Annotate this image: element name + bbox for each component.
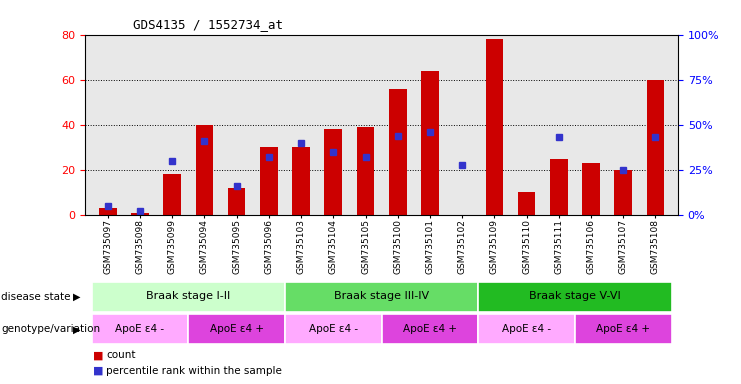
Text: ▶: ▶: [73, 324, 80, 334]
Bar: [356, 127, 374, 215]
Bar: [382, 314, 478, 344]
Text: GDS4135 / 1552734_at: GDS4135 / 1552734_at: [133, 18, 282, 31]
Bar: [260, 147, 278, 215]
Text: ▶: ▶: [73, 291, 80, 302]
Text: disease state: disease state: [1, 291, 71, 302]
Bar: [518, 192, 536, 215]
Text: Braak stage I-II: Braak stage I-II: [146, 291, 230, 301]
Bar: [575, 314, 671, 344]
Bar: [163, 174, 181, 215]
Bar: [478, 314, 575, 344]
Bar: [647, 80, 665, 215]
Bar: [421, 71, 439, 215]
Text: percentile rank within the sample: percentile rank within the sample: [106, 366, 282, 376]
Text: ApoE ε4 +: ApoE ε4 +: [597, 324, 651, 334]
Text: ■: ■: [93, 366, 103, 376]
Bar: [582, 163, 600, 215]
Text: count: count: [106, 350, 136, 360]
Bar: [99, 208, 116, 215]
Text: Braak stage V-VI: Braak stage V-VI: [529, 291, 621, 301]
Text: ApoE ε4 -: ApoE ε4 -: [309, 324, 358, 334]
Text: ApoE ε4 -: ApoE ε4 -: [502, 324, 551, 334]
Bar: [188, 314, 285, 344]
Bar: [285, 314, 382, 344]
Text: ApoE ε4 -: ApoE ε4 -: [116, 324, 165, 334]
Bar: [92, 314, 188, 344]
Bar: [478, 281, 671, 312]
Text: genotype/variation: genotype/variation: [1, 324, 101, 334]
Text: ApoE ε4 +: ApoE ε4 +: [403, 324, 457, 334]
Text: ApoE ε4 +: ApoE ε4 +: [210, 324, 264, 334]
Bar: [389, 89, 407, 215]
Bar: [227, 188, 245, 215]
Bar: [92, 281, 285, 312]
Text: Braak stage III-IV: Braak stage III-IV: [334, 291, 429, 301]
Bar: [292, 147, 310, 215]
Text: ■: ■: [93, 350, 103, 360]
Bar: [325, 129, 342, 215]
Bar: [550, 159, 568, 215]
Bar: [485, 39, 503, 215]
Bar: [285, 281, 478, 312]
Bar: [196, 125, 213, 215]
Bar: [614, 170, 632, 215]
Bar: [131, 213, 149, 215]
